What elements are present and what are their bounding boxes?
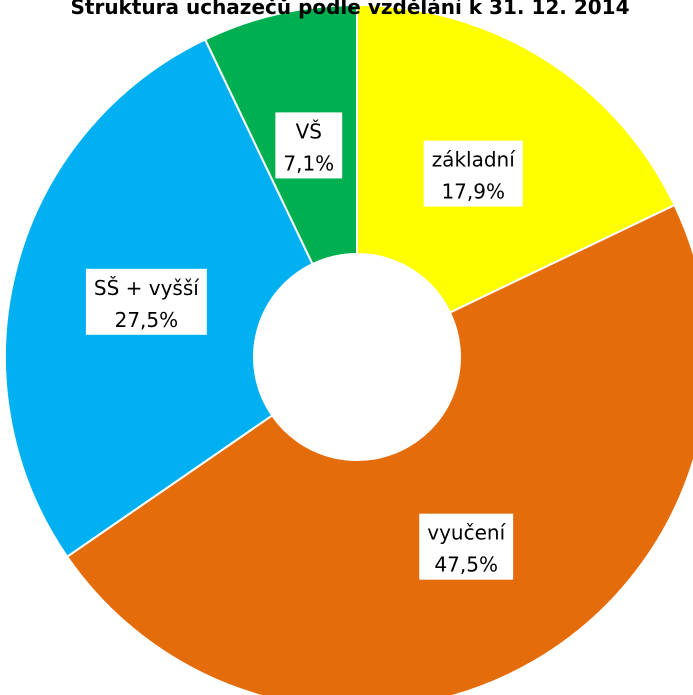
label-box xyxy=(275,112,343,179)
slices xyxy=(4,3,693,695)
label-box xyxy=(85,268,207,335)
label-box xyxy=(419,513,514,580)
category-label: základní xyxy=(432,148,517,172)
chart-title: Struktura uchazečů podle vzdělání k 31. … xyxy=(70,0,629,19)
value-label: 47,5% xyxy=(434,553,498,577)
value-label: 27,5% xyxy=(115,308,179,332)
value-label: 7,1% xyxy=(283,151,334,175)
labels: základní 17,9% vyučení 47,5% SŠ + vyšší 27,5%… xyxy=(85,112,523,580)
slice xyxy=(65,203,693,695)
category-label: vyučení xyxy=(427,521,506,545)
value-label: 17,9% xyxy=(441,180,505,204)
category-label: VŠ xyxy=(296,119,322,143)
label-box xyxy=(423,140,523,207)
category-label: SŠ + vyšší xyxy=(94,276,200,300)
